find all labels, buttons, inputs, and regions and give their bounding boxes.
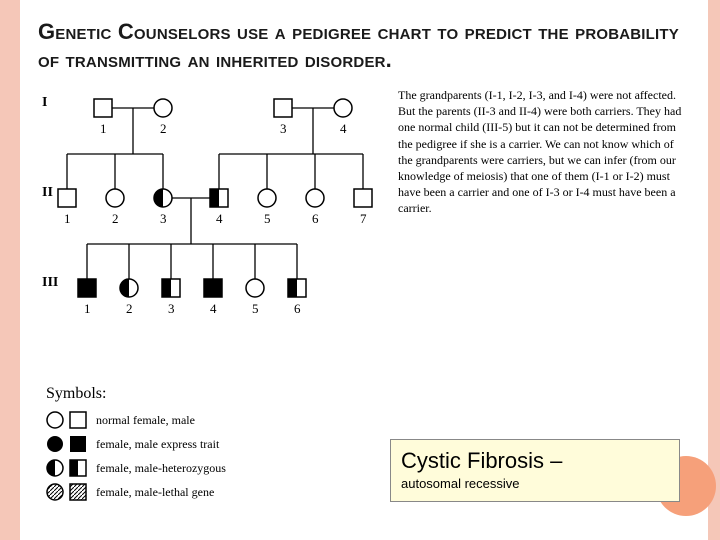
symbols-block: Symbols: normal female, male female, mal… (46, 385, 226, 507)
pedigree-number: 4 (216, 211, 223, 227)
symbol-row-hetero: female, male-heterozygous (46, 459, 226, 477)
pedigree-number: 4 (210, 301, 217, 317)
gen-label-1: I (42, 95, 47, 111)
pedigree-number: 3 (160, 211, 167, 227)
pedigree-number: 2 (160, 121, 167, 137)
pedigree-number: 7 (360, 211, 367, 227)
gen-label-2: II (42, 185, 53, 201)
pedigree-column: I II III 12341234567123456 (38, 79, 398, 217)
symbol-label: female, male-heterozygous (96, 461, 226, 476)
pedigree-number: 4 (340, 121, 347, 137)
pedigree-number: 1 (84, 301, 91, 317)
pedigree-number: 1 (64, 211, 71, 227)
pedigree-number: 6 (294, 301, 301, 317)
pedigree-number: 5 (252, 301, 259, 317)
symbol-label: normal female, male (96, 413, 195, 428)
pedigree-number: 2 (112, 211, 119, 227)
callout-box: Cystic Fibrosis – autosomal recessive (390, 439, 680, 502)
callout-sub: autosomal recessive (401, 476, 669, 491)
symbol-row-lethal: female, male-lethal gene (46, 483, 226, 501)
pedigree-number: 5 (264, 211, 271, 227)
pedigree-number: 6 (312, 211, 319, 227)
symbols-title: Symbols: (46, 385, 226, 403)
content-area: I II III 12341234567123456 The grandpare… (38, 79, 694, 217)
symbol-label: female, male express trait (96, 437, 219, 452)
slide: Genetic Counselors use a pedigree chart … (0, 0, 720, 540)
pedigree-number: 1 (100, 121, 107, 137)
symbol-row-express: female, male express trait (46, 435, 226, 453)
pedigree-number: 2 (126, 301, 133, 317)
symbol-label: female, male-lethal gene (96, 485, 214, 500)
slide-title: Genetic Counselors use a pedigree chart … (38, 18, 694, 73)
pedigree-svg (38, 79, 398, 329)
gen-label-3: III (42, 275, 58, 291)
explanation-text: The grandparents (I-1, I-2, I-3, and I-4… (398, 79, 688, 217)
pedigree-number: 3 (168, 301, 175, 317)
callout-heading: Cystic Fibrosis – (401, 448, 669, 474)
symbol-row-normal: normal female, male (46, 411, 226, 429)
pedigree-number: 3 (280, 121, 287, 137)
